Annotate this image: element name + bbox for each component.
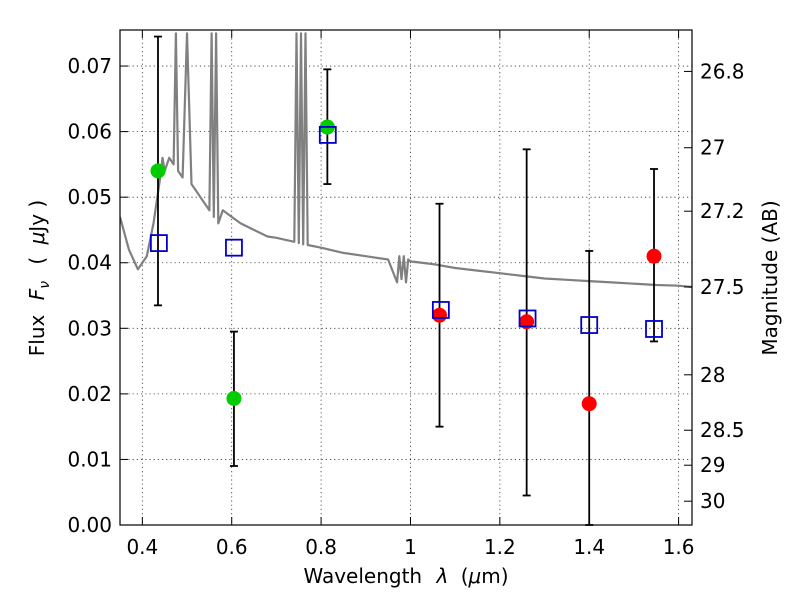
x-tick-label: 0.8 <box>305 535 337 559</box>
x-tick-label: 1 <box>404 535 417 559</box>
x-tick-label: 1.4 <box>573 535 605 559</box>
model-point <box>518 309 537 328</box>
y-tick-label: 0.06 <box>67 120 112 144</box>
y2-tick-label: 27 <box>700 136 725 160</box>
y2-tick-label: 29 <box>700 453 725 477</box>
observed-point <box>646 248 662 264</box>
x-axis-ticks: 0.4 0.6 0.8 1 1.2 1.4 1.6 <box>126 30 695 559</box>
x-tick-label: 0.4 <box>126 535 158 559</box>
x-axis-title-text: Wavelength <box>303 564 422 588</box>
y-axis-title-text: Flux <box>25 314 49 356</box>
x-axis-unit-open: ( <box>461 564 469 588</box>
y-tick-label: 0.00 <box>67 513 112 537</box>
y-axis-unit-open: ( <box>25 257 49 265</box>
x-tick-label: 1.2 <box>484 535 516 559</box>
model-point <box>318 126 337 144</box>
x-axis-unit-rest: m) <box>481 564 508 588</box>
y2-tick-label: 26.8 <box>700 59 745 83</box>
y-tick-label: 0.07 <box>67 54 112 78</box>
y2-tick-label: 28 <box>700 363 725 387</box>
spectrum-layer <box>120 32 692 289</box>
y-axis-ticks: 0.00 0.01 0.02 0.03 0.04 0.05 0.06 0.07 <box>67 54 128 537</box>
model-point <box>431 301 450 319</box>
spectrum-line <box>120 32 692 289</box>
observed-point <box>432 307 448 323</box>
y-axis-unit-rest: Jy ) <box>25 200 49 234</box>
x-axis-title: Wavelength λ (μm) <box>303 564 508 588</box>
model-point <box>149 234 168 252</box>
y-axis-subscript: ν <box>37 281 53 289</box>
x-axis-unit-mu: μ <box>468 564 482 588</box>
x-tick-label: 0.6 <box>216 535 248 559</box>
x-tick-label: 1.6 <box>663 535 695 559</box>
y-tick-label: 0.04 <box>67 251 112 275</box>
y-tick-label: 0.05 <box>67 185 112 209</box>
y-tick-label: 0.01 <box>67 447 112 471</box>
y2-tick-label: 27.2 <box>700 199 745 223</box>
observed-point <box>150 163 166 179</box>
y-axis-title: Flux Fν ( μJy ) <box>25 200 54 356</box>
model-point <box>580 316 599 334</box>
model-photometry-points <box>149 126 663 338</box>
y-axis-symbol: F <box>25 288 49 300</box>
y-tick-label: 0.03 <box>67 316 112 340</box>
observed-point <box>581 396 597 412</box>
y2-tick-label: 30 <box>700 489 725 513</box>
y2-tick-label: 27.5 <box>700 275 745 299</box>
plot-frame <box>119 29 693 526</box>
model-point <box>645 320 663 338</box>
y2-axis-title: Magnitude (AB) <box>758 200 782 355</box>
y-axis-unit-mu: μ <box>25 232 49 246</box>
observed-point <box>519 314 535 330</box>
y2-tick-label: 28.5 <box>700 418 745 442</box>
model-point <box>225 238 243 257</box>
observed-point <box>226 390 242 406</box>
x-axis-lambda: λ <box>435 564 448 588</box>
y2-axis-ticks: 26.8 27 27.2 27.5 28 28.5 29 30 <box>684 59 745 513</box>
y-tick-label: 0.02 <box>67 382 112 406</box>
